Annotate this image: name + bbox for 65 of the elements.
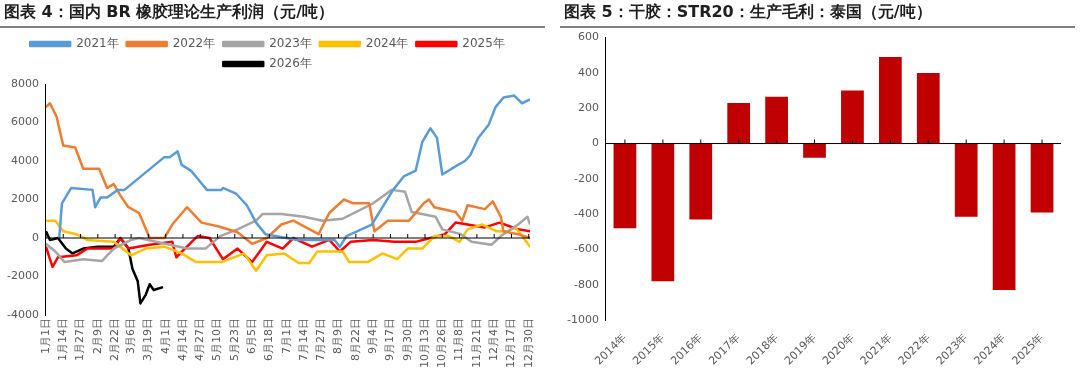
x-tick-label: 4月27日	[193, 318, 207, 362]
x-tick-label: 12月17日	[504, 318, 518, 369]
y-tick-label: 400	[577, 65, 599, 79]
legend-label: 2026年	[269, 56, 312, 71]
bar	[765, 96, 788, 144]
x-tick-label: 7月14日	[296, 318, 310, 362]
y-tick-label: 0	[591, 136, 599, 150]
y-tick-label: 0	[31, 230, 39, 244]
x-tick-label: 2月9日	[90, 318, 104, 355]
y-tick-label: -2000	[6, 269, 39, 283]
x-tick-label: 4月1日	[158, 318, 172, 355]
bar	[992, 143, 1016, 291]
x-tick-label: 11月21日	[469, 318, 483, 369]
legend-label: 2024年	[365, 36, 409, 51]
x-tick-label: 12月30日	[521, 318, 535, 369]
bar	[651, 143, 675, 282]
y-tick-label: -800	[573, 277, 599, 291]
x-tick-label: 3月19日	[141, 318, 155, 362]
y-tick-label: -600	[573, 242, 599, 256]
y-tick-label: 8000	[10, 76, 39, 90]
x-tick-label: 4月14日	[175, 318, 189, 362]
legend-label: 2021年	[76, 36, 119, 51]
x-tick-label: 9月30日	[400, 318, 414, 362]
bar	[803, 143, 826, 158]
bar	[916, 72, 940, 144]
y-tick-label: 6000	[10, 115, 39, 129]
y-tick-label: -4000	[6, 307, 39, 321]
x-tick-label: 8月9日	[331, 318, 345, 355]
x-tick-label: 1月1日	[38, 318, 52, 355]
bar	[727, 102, 751, 144]
bar	[878, 57, 902, 144]
x-tick-label: 7月27日	[314, 318, 328, 362]
y-tick-label: -200	[573, 171, 599, 185]
bar	[954, 143, 978, 217]
y-tick-label: 4000	[10, 153, 39, 167]
x-tick-label: 1月14日	[56, 318, 70, 362]
x-tick-label: 6月18日	[262, 318, 276, 362]
x-tick-label: 12月4日	[487, 318, 501, 362]
bar	[689, 143, 713, 220]
x-tick-label: 2月22日	[107, 318, 121, 362]
x-tick-label: 8月22日	[348, 318, 362, 362]
x-tick-label: 3月6日	[123, 318, 137, 355]
x-tick-label: 6月5日	[244, 318, 258, 355]
legend-label: 2023年	[269, 36, 312, 51]
x-tick-label: 5月23日	[227, 318, 241, 362]
legend-label: 2022年	[172, 36, 216, 51]
y-tick-label: -1000	[566, 312, 599, 326]
x-tick-label: 5月10日	[210, 318, 224, 362]
bar	[841, 90, 864, 144]
x-tick-label: 10月13日	[417, 318, 431, 369]
chart-title: 图表 5：干胶：STR20：生产毛利：泰国（元/吨）	[560, 0, 1075, 28]
y-tick-label: 2000	[10, 192, 39, 206]
x-tick-label: 9月17日	[383, 318, 397, 362]
legend-label: 2025年	[462, 36, 505, 51]
y-tick-label: -400	[573, 207, 599, 221]
x-tick-label: 7月1日	[279, 318, 293, 355]
y-tick-label: 600	[577, 30, 599, 44]
bar	[613, 143, 637, 229]
x-tick-label: 10月26日	[435, 318, 449, 369]
x-tick-label: 9月4日	[366, 318, 380, 355]
chart-title: 图表 4：国内 BR 橡胶理论生产利润（元/吨）	[0, 0, 545, 28]
x-tick-label: 11月8日	[452, 318, 466, 362]
x-tick-label: 1月27日	[73, 318, 87, 362]
bar	[1030, 143, 1054, 213]
y-tick-label: 200	[577, 101, 599, 115]
